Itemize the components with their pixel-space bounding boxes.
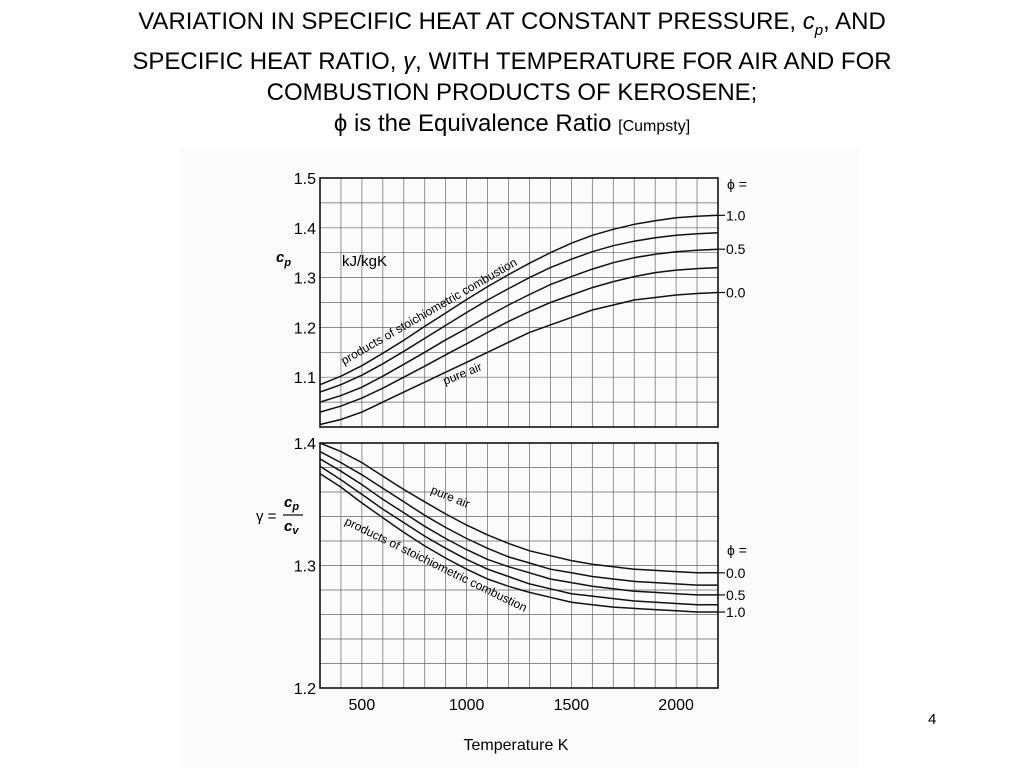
legend-value: 0.5 — [726, 587, 746, 603]
legend-title: ϕ = — [727, 542, 747, 558]
title-line-4: ϕ is the Equivalence Ratio [Cumpsty] — [0, 108, 1024, 142]
cp-chart: 1.11.21.31.41.50.00.51.0ϕ =cp kJ/kgKprodu… — [276, 171, 747, 428]
legend-value: 0.5 — [726, 241, 746, 257]
y-tick-label: 1.5 — [294, 171, 316, 188]
gamma-chart: 1.2 1.3 1.4 500 1000 1500 2000 Temperature K 0.0… — [256, 436, 747, 754]
gamma-symbol: γ — [403, 47, 416, 75]
y-tick-label: 1.2 — [294, 320, 316, 337]
legend-title: ϕ = — [727, 176, 747, 192]
x-tick-label: 1000 — [449, 697, 485, 714]
series-line — [319, 465, 718, 606]
slide-title: VARIATION IN SPECIFIC HEAT AT CONSTANT P… — [0, 6, 1024, 142]
title-line-3: COMBUSTION PRODUCTS OF KEROSENE; — [266, 78, 758, 106]
scanned-figure-background — [180, 147, 858, 768]
title-line-2: SPECIFIC HEAT RATIO, γ, WITH TEMPERATURE… — [0, 46, 1024, 77]
x-tick-label: 2000 — [658, 697, 694, 714]
title-text: VARIATION IN SPECIFIC HEAT AT CONSTANT P… — [138, 8, 803, 35]
plot-frame — [319, 442, 719, 689]
legend-value: 0.0 — [726, 285, 746, 301]
title-text: SPECIFIC HEAT RATIO, — [132, 47, 404, 75]
y-tick-label: 1.4 — [294, 436, 316, 453]
plot-frame — [319, 177, 719, 428]
x-tick-label: 500 — [349, 697, 376, 714]
y-axis-label: γ = — [256, 508, 277, 525]
annotation-label: pure air — [429, 483, 472, 511]
series-line — [319, 248, 719, 403]
title-source: [Cumpsty] — [618, 117, 691, 135]
series-line — [319, 442, 718, 574]
title-text: , WITH TEMPERATURE FOR AIR AND FOR — [415, 47, 892, 75]
y-axis-label-numerator: cp — [284, 494, 299, 513]
legend-value: 1.0 — [726, 604, 746, 620]
legend-value: 0.0 — [726, 565, 746, 581]
series-line — [319, 291, 719, 426]
y-axis-label-denominator: cv — [284, 518, 299, 537]
title-text: is the Equivalence Ratio — [347, 109, 619, 137]
series-line — [319, 458, 718, 596]
x-tick-label: 1500 — [554, 697, 590, 714]
y-tick-label: 1.3 — [294, 559, 316, 576]
series-line — [319, 214, 719, 386]
cp-symbol: cp — [802, 8, 824, 39]
series-line — [319, 472, 718, 613]
title-line-1: VARIATION IN SPECIFIC HEAT AT CONSTANT P… — [0, 6, 1024, 46]
x-axis-label: Temperature K — [464, 737, 569, 754]
y-tick-label: 1.3 — [294, 271, 316, 288]
slide-number: 4 — [928, 711, 937, 728]
series-line — [319, 266, 719, 413]
series-line — [319, 232, 719, 393]
series-line — [319, 450, 718, 586]
y-axis-label: cp — [276, 249, 291, 269]
units-label: kJ/kgK — [342, 253, 387, 270]
y-tick-label: 1.1 — [294, 370, 316, 387]
y-tick-label: 1.2 — [294, 681, 316, 698]
y-tick-label: 1.4 — [294, 221, 316, 238]
title-text: , AND — [823, 8, 886, 35]
phi-symbol: ϕ — [333, 109, 348, 137]
legend-value: 1.0 — [726, 207, 746, 223]
